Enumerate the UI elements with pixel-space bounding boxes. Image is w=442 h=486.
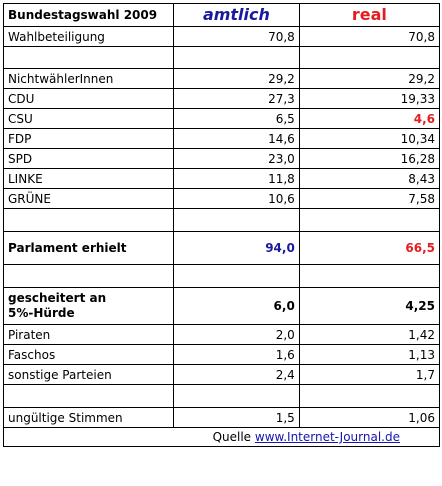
official-value: 29,2 <box>173 68 300 89</box>
table-row: CSU 6,5 4,6 <box>2 108 441 129</box>
official-value: 27,3 <box>173 88 300 109</box>
real-value: 29,2 <box>298 68 441 89</box>
real-total: 66,5 <box>298 231 441 265</box>
empty-row <box>2 264 441 288</box>
table-row: sonstige Parteien 2,4 1,7 <box>2 364 441 385</box>
row-label: NichtwählerInnen <box>2 68 175 89</box>
official-value: 6,0 <box>173 287 300 325</box>
table-row: Piraten 2,0 1,42 <box>2 324 441 345</box>
row-label: sonstige Parteien <box>2 364 175 385</box>
official-value: 1,5 <box>173 407 300 428</box>
official-value: 2,0 <box>173 324 300 345</box>
row-label: Wahlbeteiligung <box>2 26 175 47</box>
real-value: 1,7 <box>298 364 441 385</box>
row-label: ungültige Stimmen <box>2 407 175 428</box>
table-row: NichtwählerInnen 29,2 29,2 <box>2 68 441 89</box>
header-row: Bundestagswahl 2009 amtlich real <box>2 3 441 27</box>
parliament-row: Parlament erhielt 94,0 66,5 <box>2 231 441 265</box>
source-prefix: Quelle <box>212 430 252 444</box>
table-row: Faschos 1,6 1,13 <box>2 344 441 365</box>
official-value: 10,6 <box>173 188 300 209</box>
failed-threshold-row: gescheitert an 5%-Hürde 6,0 4,25 <box>2 287 441 325</box>
official-value: 6,5 <box>173 108 300 129</box>
empty-row <box>2 384 441 408</box>
table-row: GRÜNE 10,6 7,58 <box>2 188 441 209</box>
real-value: 10,34 <box>298 128 441 149</box>
row-label: gescheitert an 5%-Hürde <box>2 287 175 325</box>
official-total: 94,0 <box>173 231 300 265</box>
real-value: 1,06 <box>298 407 441 428</box>
real-value: 19,33 <box>298 88 441 109</box>
column-header-real: real <box>298 3 441 27</box>
official-value: 14,6 <box>173 128 300 149</box>
real-value: 1,13 <box>298 344 441 365</box>
row-label: SPD <box>2 148 175 169</box>
real-value: 7,58 <box>298 188 441 209</box>
row-label: CDU <box>2 88 175 109</box>
real-value: 70,8 <box>298 26 441 47</box>
real-value-highlight: 4,6 <box>298 108 441 129</box>
row-label: Faschos <box>2 344 175 365</box>
row-label-line1: gescheitert an <box>8 291 107 305</box>
real-value: 1,42 <box>298 324 441 345</box>
table-title: Bundestagswahl 2009 <box>2 3 175 27</box>
real-value: 8,43 <box>298 168 441 189</box>
table-row: CDU 27,3 19,33 <box>2 88 441 109</box>
table-row: SPD 23,0 16,28 <box>2 148 441 169</box>
source-link[interactable]: www.Internet-Journal.de <box>254 430 400 444</box>
column-header-official: amtlich <box>173 3 300 27</box>
row-label: FDP <box>2 128 175 149</box>
official-value: 23,0 <box>173 148 300 169</box>
row-label: Parlament erhielt <box>2 231 175 265</box>
official-value: 70,8 <box>173 26 300 47</box>
real-value: 4,25 <box>298 287 441 325</box>
official-value: 1,6 <box>173 344 300 365</box>
source-row: Quelle www.Internet-Journal.de <box>2 427 440 447</box>
table-row: ungültige Stimmen 1,5 1,06 <box>2 407 441 428</box>
source-cell: Quelle www.Internet-Journal.de <box>173 427 440 447</box>
table-row: LINKE 11,8 8,43 <box>2 168 441 189</box>
table-row: FDP 14,6 10,34 <box>2 128 441 149</box>
row-label: Piraten <box>2 324 175 345</box>
election-table: Bundestagswahl 2009 amtlich real Wahlbet… <box>2 3 441 447</box>
empty-row <box>2 208 441 232</box>
row-label: CSU <box>2 108 175 129</box>
official-value: 2,4 <box>173 364 300 385</box>
table-row: Wahlbeteiligung 70,8 70,8 <box>2 26 441 47</box>
row-label: LINKE <box>2 168 175 189</box>
official-value: 11,8 <box>173 168 300 189</box>
real-value: 16,28 <box>298 148 441 169</box>
empty-row <box>2 46 441 69</box>
row-label: GRÜNE <box>2 188 175 209</box>
row-label-line2: 5%-Hürde <box>8 306 75 320</box>
